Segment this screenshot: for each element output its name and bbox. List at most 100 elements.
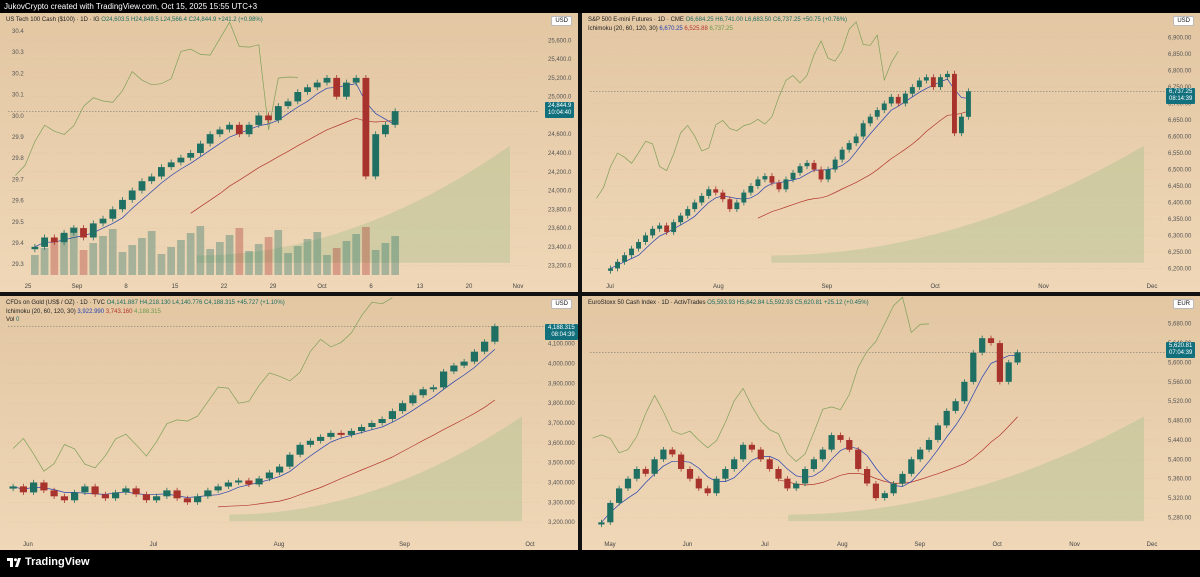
chart-pane-gold[interactable]: 4,100.000 4,000.000 3,900.000 3,800.000 3,70… [0, 296, 578, 550]
candle-body [872, 483, 879, 499]
x-tick-label: Oct [317, 284, 327, 290]
candle-body [235, 480, 243, 483]
chart-pane-es[interactable]: 6,900.006,850.006,800.006,750.006,700.00… [582, 13, 1200, 292]
legend-es: S&P 500 E-mini Futures · 1D · CME O6,684… [588, 16, 847, 33]
chart-ndx[interactable]: 25,600.025,400.025,200.025,000.024,800.0… [0, 13, 578, 292]
volume-bar [186, 233, 195, 275]
kijun-line [778, 416, 1018, 486]
candle-body [167, 162, 175, 168]
chart-sx5e[interactable]: 5,680.005,640.005,600.005,560.005,520.00… [582, 296, 1200, 550]
candle-body [9, 486, 17, 489]
y-tick-label: 25,000.0 [548, 95, 572, 101]
left-axis-label: 30.2 [12, 71, 24, 77]
candle-body [304, 87, 311, 92]
legend-ndx: US Tech 100 Cash ($100) · 1D · IG O24,60… [6, 16, 263, 25]
y-tick-label: 5,560.00 [1168, 380, 1192, 386]
tradingview-icon [7, 557, 21, 567]
candle-body [902, 93, 908, 104]
candle-body [864, 469, 871, 484]
y-tick-label: 5,440.00 [1168, 438, 1192, 444]
chart-pane-ndx[interactable]: 25,600.025,400.025,200.025,000.024,800.0… [0, 13, 578, 292]
candle-body [235, 124, 243, 135]
volume-bar [138, 238, 146, 275]
candle-body [731, 459, 738, 469]
volume-bar [293, 246, 302, 275]
candle-body [81, 486, 89, 493]
candle-body [722, 469, 729, 479]
y-tick-label: 4,000.000 [548, 362, 575, 368]
x-tick-label: Nov [1069, 542, 1080, 548]
y-tick-label: 3,600.000 [548, 441, 575, 447]
candle-body [337, 432, 345, 435]
tenkan-line [610, 78, 969, 269]
x-tick-label: 13 [417, 284, 424, 290]
ichimoku-cloud [788, 416, 1144, 522]
candle-body [671, 222, 677, 233]
legend-title: S&P 500 E-mini Futures · 1D · CME [588, 17, 684, 23]
currency-badge[interactable]: USD [551, 299, 572, 309]
currency-badge[interactable]: USD [1173, 16, 1194, 26]
price-value: 4,188.315 [548, 325, 575, 331]
chart-pane-sx5e[interactable]: 5,680.005,640.005,600.005,560.005,520.00… [582, 296, 1200, 550]
ichimoku-kijun: 6,525.88 [684, 25, 708, 32]
volume-bar [50, 241, 59, 275]
y-tick-label: 4,100.000 [548, 342, 575, 348]
y-tick-label: 23,400.0 [548, 245, 572, 251]
candle-body [643, 235, 648, 242]
kijun-line [190, 117, 396, 214]
volume-bar [391, 236, 399, 275]
candle-body [470, 351, 478, 362]
candle-body [938, 77, 943, 88]
candle-body [678, 215, 684, 223]
legend-gold: CFDs on Gold (US$ / OZ) · 1D · TVC O4,14… [6, 299, 285, 325]
candle-body [101, 494, 109, 499]
candle-body [825, 169, 831, 180]
legend-title: EuroStoxx 50 Cash Index · 1D · ActivTrad… [588, 300, 706, 306]
volume-bar [40, 248, 49, 275]
x-tick-label: Oct [525, 542, 535, 548]
ichimoku-name: Ichimoku (20, 60, 120, 30) [588, 25, 658, 32]
x-tick-label: Nov [1038, 284, 1049, 290]
x-tick-label: May [604, 542, 615, 548]
y-tick-label: 5,680.00 [1168, 322, 1192, 328]
candle-body [881, 493, 888, 498]
y-tick-label: 23,800.0 [548, 207, 572, 213]
candle-body [119, 199, 126, 210]
currency-badge[interactable]: EUR [1173, 299, 1194, 309]
y-tick-label: 6,650.00 [1168, 118, 1192, 124]
x-tick-label: 20 [466, 284, 473, 290]
y-tick-label: 3,400.000 [548, 480, 575, 486]
y-tick-label: 24,000.0 [548, 189, 572, 195]
chikou-line [15, 21, 298, 176]
candle-body [323, 77, 331, 83]
candle-body [748, 444, 755, 450]
candle-body [362, 77, 370, 177]
volume-label: Vol [6, 317, 15, 323]
currency-badge[interactable]: USD [551, 16, 572, 26]
y-tick-label: 23,200.0 [548, 264, 572, 270]
chart-es[interactable]: 6,900.006,850.006,800.006,750.006,700.00… [582, 13, 1200, 292]
x-tick-label: Oct [931, 284, 941, 290]
volume-bar [342, 241, 351, 275]
chart-gold[interactable]: 4,100.000 4,000.000 3,900.000 3,800.000 3,70… [0, 296, 578, 550]
volume-bar [60, 234, 68, 275]
candle-body [867, 116, 873, 124]
candle-body [399, 403, 407, 412]
pane-divider-horizontal[interactable] [0, 292, 1200, 296]
candle-body [206, 134, 214, 144]
volume-bar [264, 237, 273, 275]
volume-bar [362, 227, 370, 275]
last-price-tag: 6,737.25 08:14:39 [1166, 88, 1196, 104]
candle-body [837, 435, 844, 440]
candle-body [89, 223, 97, 238]
tradingview-logo[interactable]: TradingView [7, 556, 90, 568]
volume-bar [381, 243, 390, 275]
candle-body [769, 176, 775, 183]
y-tick-label: 6,250.00 [1168, 250, 1192, 256]
candle-body [481, 341, 489, 352]
candle-body [187, 153, 195, 158]
pane-divider-vertical[interactable] [578, 13, 582, 550]
candle-body [372, 134, 380, 177]
candle-body [615, 261, 620, 269]
candle-body [664, 225, 670, 233]
